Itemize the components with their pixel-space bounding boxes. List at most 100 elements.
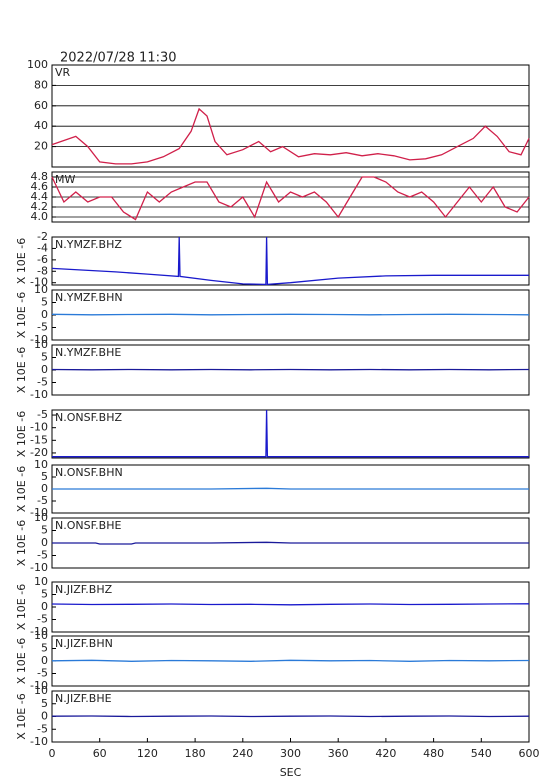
panel-label: N.ONSF.BHZ — [55, 411, 122, 424]
y-tick-label: -2 — [37, 230, 48, 243]
trace — [52, 487, 529, 490]
y-axis-label: X 10E -6 — [15, 238, 28, 284]
panel-label: N.YMZF.BHZ — [55, 238, 122, 251]
y-tick-label: 10 — [34, 458, 48, 471]
y-tick-label: -10 — [30, 276, 48, 289]
y-tick-label: -15 — [30, 433, 48, 446]
y-tick-label: -10 — [30, 333, 48, 346]
trace — [51, 107, 530, 165]
y-tick-label: 5 — [41, 470, 48, 483]
y-tick-label: 0 — [41, 600, 48, 613]
panel-frame — [51, 581, 530, 633]
y-tick-label: 5 — [41, 642, 48, 655]
y-tick-label: 80 — [34, 78, 48, 91]
y-tick-label: -20 — [30, 446, 48, 459]
y-tick-label: 0 — [41, 536, 48, 549]
y-tick-label: 5 — [41, 296, 48, 309]
y-tick-label: -10 — [30, 506, 48, 519]
y-tick-label: -6 — [37, 253, 48, 266]
y-tick-label: -10 — [30, 679, 48, 692]
panel-label: VR — [55, 66, 71, 79]
x-tick-label: 420 — [375, 747, 396, 760]
y-tick-label: -5 — [37, 321, 48, 334]
y-tick-label: 40 — [34, 119, 48, 132]
y-tick-label: 10 — [34, 575, 48, 588]
y-tick-label: -5 — [37, 408, 48, 421]
y-tick-label: 0 — [41, 654, 48, 667]
y-tick-label: -8 — [37, 264, 48, 277]
x-tick-label: 240 — [232, 747, 253, 760]
x-tick-label: 0 — [49, 747, 56, 760]
y-axis-label: X 10E -6 — [15, 411, 28, 457]
trace — [51, 603, 530, 606]
y-tick-label: 4.0 — [31, 210, 49, 223]
y-tick-label: -5 — [37, 722, 48, 735]
y-axis-label: X 10E -6 — [15, 638, 28, 684]
y-tick-label: -5 — [37, 494, 48, 507]
trace — [51, 176, 530, 221]
y-tick-label: 10 — [34, 283, 48, 296]
y-tick-label: 0 — [41, 482, 48, 495]
panel-label: N.JIZF.BHN — [55, 637, 113, 650]
y-tick-label: -5 — [37, 667, 48, 680]
trace — [51, 236, 529, 286]
y-tick-label: 10 — [34, 338, 48, 351]
y-tick-label: 0 — [41, 710, 48, 723]
x-tick-label: 360 — [328, 747, 349, 760]
trace — [51, 313, 530, 316]
y-tick-label: 5 — [41, 697, 48, 710]
y-tick-label: 60 — [34, 99, 48, 112]
panel-frame — [51, 409, 530, 459]
x-tick-label: 300 — [280, 747, 301, 760]
x-tick-label: 120 — [137, 747, 158, 760]
trace — [52, 409, 529, 458]
y-tick-label: -5 — [37, 549, 48, 562]
x-tick-label: 540 — [471, 747, 492, 760]
panel-label: N.YMZF.BHN — [55, 291, 123, 304]
y-tick-label: 100 — [27, 58, 48, 71]
trace — [51, 715, 530, 718]
y-axis-label: X 10E -6 — [15, 584, 28, 630]
trace — [52, 541, 529, 545]
x-tick-label: 60 — [93, 747, 107, 760]
y-tick-label: -4 — [37, 241, 48, 254]
y-axis-label: X 10E -6 — [15, 292, 28, 338]
y-axis-label: X 10E -6 — [15, 466, 28, 512]
x-tick-label: 480 — [423, 747, 444, 760]
y-tick-label: 0 — [41, 363, 48, 376]
y-tick-label: 4.4 — [31, 190, 49, 203]
panel-label: N.YMZF.BHE — [55, 346, 121, 359]
panel-label: N.ONSF.BHE — [55, 519, 121, 532]
x-tick-label: 600 — [519, 747, 540, 760]
panel-label: N.JIZF.BHZ — [55, 583, 113, 596]
y-tick-label: -10 — [30, 735, 48, 748]
y-axis-label: X 10E -6 — [15, 520, 28, 566]
panel-label: N.ONSF.BHN — [55, 466, 123, 479]
y-tick-label: -10 — [30, 388, 48, 401]
trace — [51, 659, 530, 662]
y-tick-label: -10 — [30, 625, 48, 638]
y-tick-label: 20 — [34, 140, 48, 153]
x-tick-label: 180 — [185, 747, 206, 760]
panel-label: N.JIZF.BHE — [55, 692, 112, 705]
y-tick-label: 5 — [41, 524, 48, 537]
y-tick-label: 4.8 — [31, 170, 49, 183]
y-tick-label: 4.6 — [31, 180, 49, 193]
y-tick-label: -10 — [30, 421, 48, 434]
y-tick-label: 5 — [41, 588, 48, 601]
y-axis-label: X 10E -6 — [15, 693, 28, 739]
y-tick-label: 0 — [41, 308, 48, 321]
chart-title: 2022/07/28 11:30 — [60, 51, 177, 66]
y-tick-label: 4.2 — [31, 200, 49, 213]
y-tick-label: -5 — [37, 613, 48, 626]
x-axis-label: SEC — [280, 766, 302, 779]
y-tick-label: -5 — [37, 376, 48, 389]
y-axis-label: X 10E -6 — [15, 347, 28, 393]
panel-frame — [51, 236, 530, 286]
y-tick-label: 10 — [34, 511, 48, 524]
y-tick-label: -10 — [30, 561, 48, 574]
panel-label: MW — [55, 173, 75, 186]
y-tick-label: 10 — [34, 684, 48, 697]
y-tick-label: 10 — [34, 629, 48, 642]
